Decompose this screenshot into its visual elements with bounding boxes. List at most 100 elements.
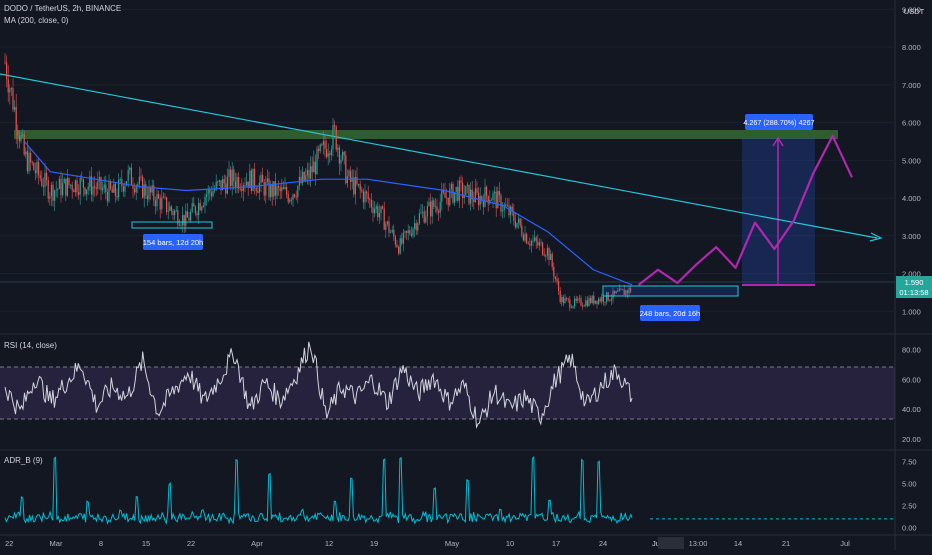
candle-body [177,210,179,225]
target-arrow-head [772,136,784,147]
candle-body [514,221,516,228]
ma-legend[interactable]: MA (200, close, 0) [4,16,69,25]
rsi-tick-label: 80.00 [902,345,921,354]
candle-body [399,238,401,254]
candle-body [487,196,489,204]
candle-body [74,180,76,193]
candle-body [385,223,387,230]
candle-body [492,193,494,201]
candle-body [217,181,219,183]
candle-body [42,185,44,187]
adr-legend[interactable]: ADR_B (9) [4,456,43,465]
resistance-zone[interactable] [14,130,838,139]
candle-body [439,201,441,213]
candle-body [508,205,510,216]
candle-body [450,183,452,190]
candle-body [134,188,136,193]
candle-body [199,202,201,211]
candle-body [73,190,75,193]
candle-body [562,297,564,304]
candle-body [551,254,553,267]
price-tick-label: 3.000 [902,232,921,241]
candle-body [575,298,577,301]
candle-body [276,186,278,196]
last-price-tag[interactable] [896,276,932,298]
candle-body [361,189,363,192]
candle-body [474,188,476,203]
candle-body [127,169,129,182]
candle-body [332,125,334,150]
candle-body [354,176,356,195]
candle-body [52,184,54,201]
candle-body [223,179,225,184]
candle-body [377,206,379,218]
candle-body [247,181,249,188]
candle-body [473,199,475,203]
candle-body [162,196,164,198]
candle-body [47,180,49,199]
candle-body [526,233,528,244]
candle-body [182,214,184,226]
candle-body [151,185,153,193]
measure-label-left-bg[interactable] [143,234,203,250]
candle-body [186,211,188,218]
candle-body [97,181,99,189]
measure-range-right[interactable] [602,285,739,297]
candle-body [239,188,241,190]
candle-body [278,186,280,188]
candle-body [326,148,328,157]
candle-body [122,186,124,192]
candle-body [410,233,412,236]
candle-body [287,194,289,202]
candle-body [156,194,158,207]
candle-body [417,223,419,231]
time-axis-label: 8 [99,539,103,548]
candle-body [255,187,257,192]
price-tick-label: 9.000 [902,5,921,14]
rsi-tick-label: 60.00 [902,375,921,384]
candle-body [153,185,155,201]
candle-body [87,186,89,190]
candle-body [430,201,432,217]
candle-body [447,197,449,206]
candle-body [311,166,313,173]
candle-body [402,232,404,244]
candle-body [622,289,624,291]
candle-body [462,182,464,198]
candle-body [572,306,574,308]
rsi-legend[interactable]: RSI (14, close) [4,341,57,350]
candle-body [329,153,331,155]
candle-body [249,170,251,188]
candle-body [100,177,102,191]
measure-label-right-bg[interactable] [640,305,700,321]
candle-body [226,176,228,194]
candle-body [543,254,545,256]
candle-body [516,222,518,228]
candle-body [180,225,182,226]
projection-path[interactable] [637,134,853,286]
time-axis-label: 14 [734,539,742,548]
candle-body [257,191,259,193]
price-axis-ticks[interactable]: 9.000 8.000 7.000 6.000 5.000 4.000 3.000 2.000… [902,5,921,316]
candle-body [601,296,603,302]
candle-body [244,185,246,186]
measure-range-left[interactable] [131,221,213,229]
candle-body [463,194,465,198]
target-label-bg[interactable] [745,114,813,130]
symbol-title[interactable]: DODO / TetherUS, 2h, BINANCE [4,4,121,13]
candle-body [169,206,171,211]
adr-tick-label: 0.00 [902,524,917,533]
candle-body [610,298,612,301]
candle-body [340,159,342,164]
descending-trendline[interactable] [0,73,878,239]
candle-body [479,196,481,206]
candle-body [599,298,601,302]
candle-body [518,218,520,223]
rsi-tick-label: 20.00 [902,435,921,444]
candle-body [98,177,100,182]
candle-body [212,190,214,197]
candle-body [76,180,78,193]
candle-body [150,186,152,193]
